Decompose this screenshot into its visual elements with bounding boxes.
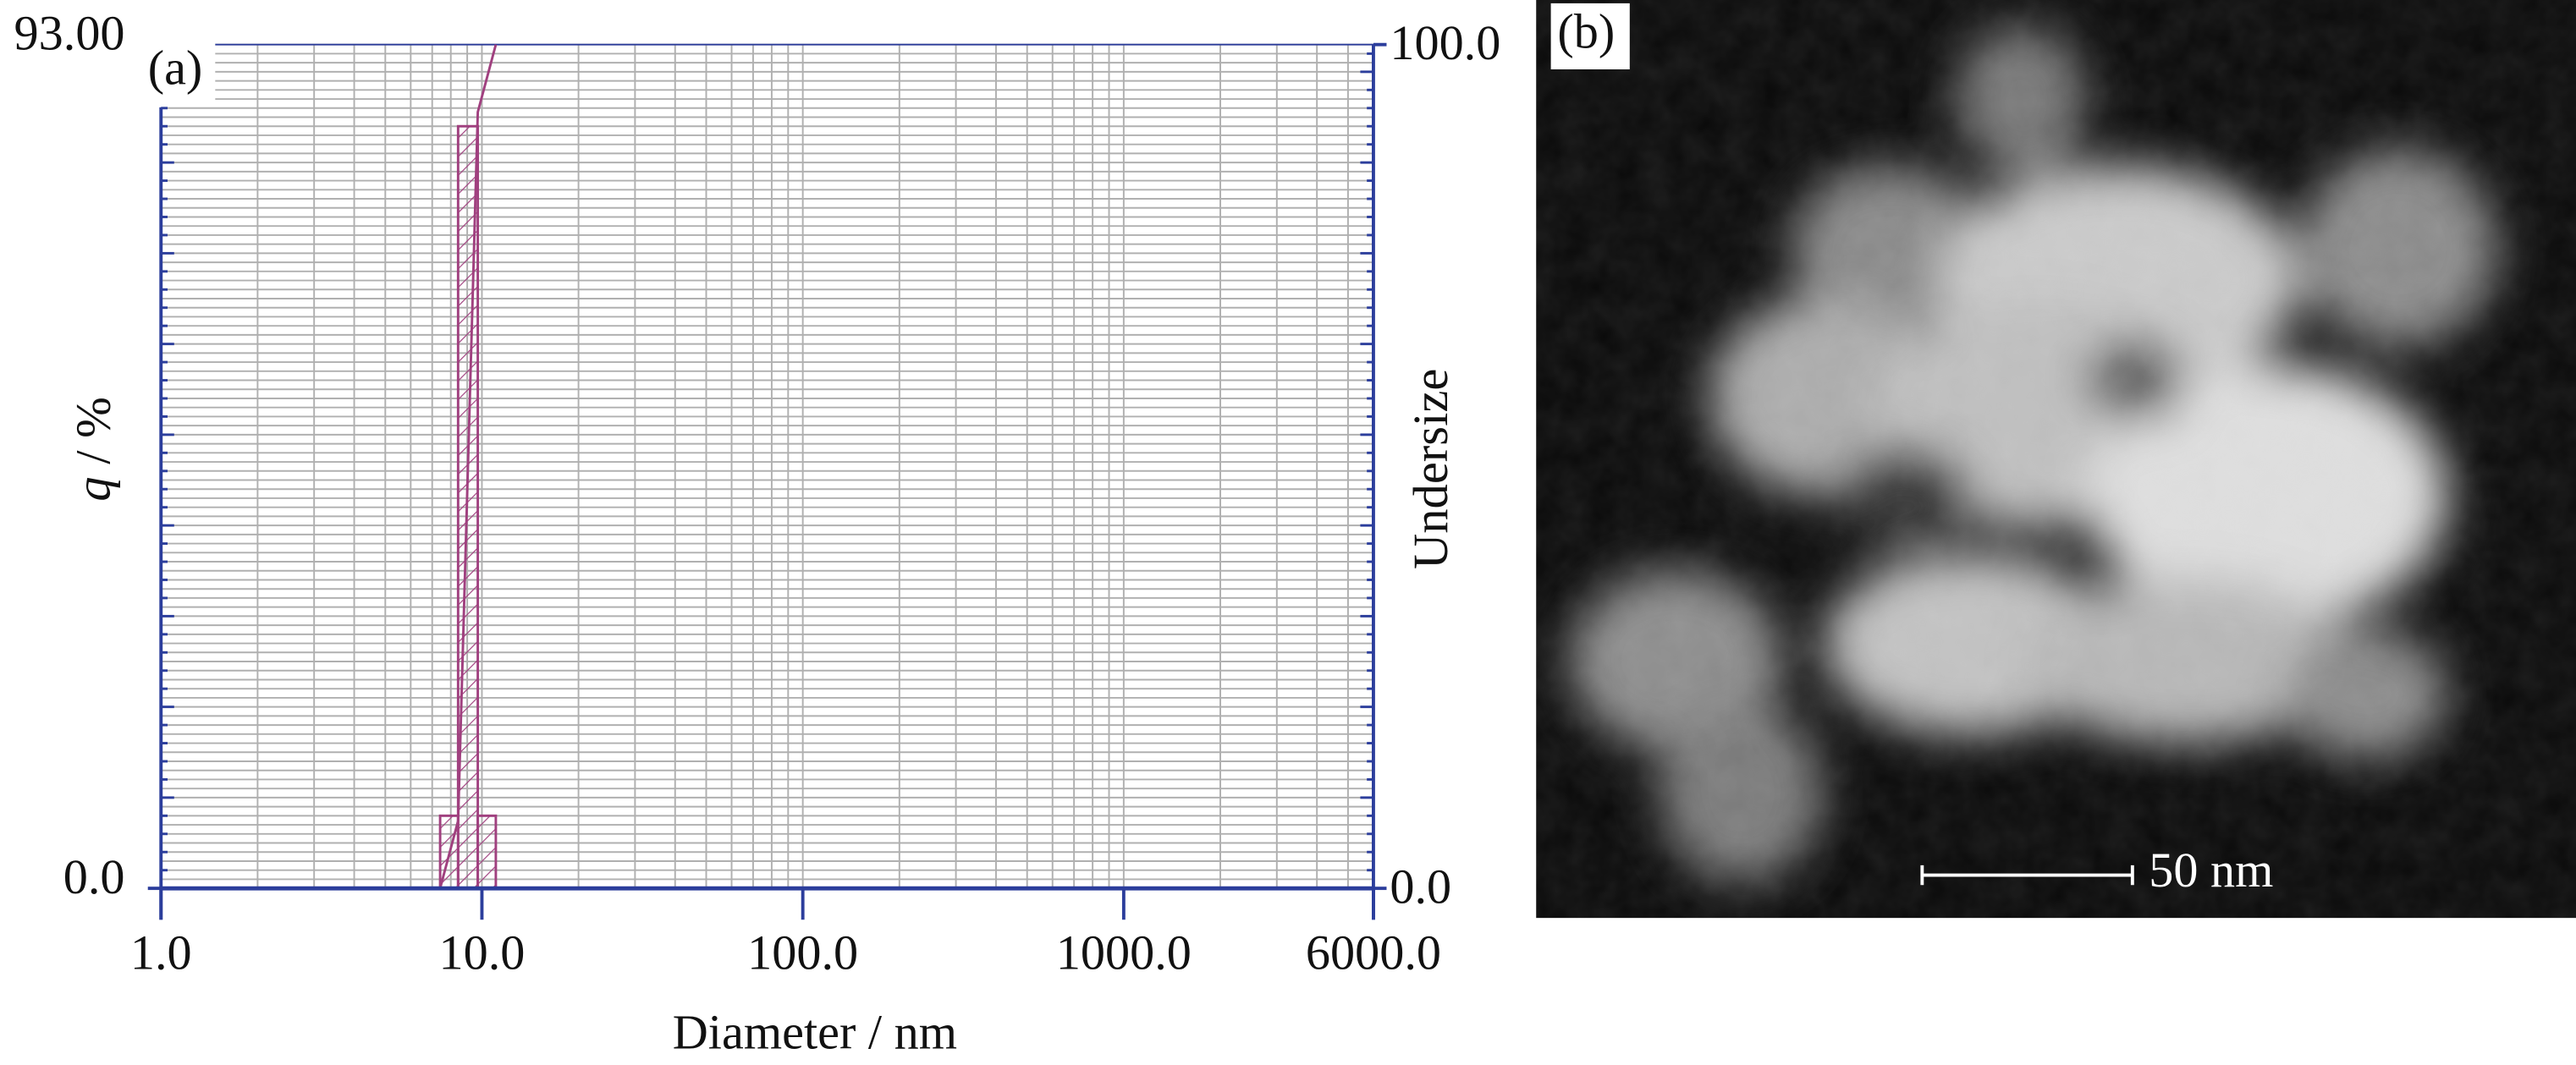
x-tick-label: 1.0 — [130, 925, 192, 980]
plot-area: 1.0 10.0 100.0 1000.0 6000.0 0.0 93.00 0.0 100.0 — [14, 5, 1501, 980]
y2-tick-label: 0.0 — [1390, 859, 1451, 914]
panel-label: (b) — [1557, 3, 1615, 58]
image-noise — [1536, 0, 2576, 919]
tem-image: (b) 50 nm — [1536, 0, 2576, 919]
scale-bar-label: 50 nm — [2149, 843, 2273, 898]
cumulative-line — [438, 44, 498, 889]
y2-axis-label: Undersize — [1403, 369, 1458, 569]
y-axis-label-symbol: q — [66, 476, 121, 501]
x-tick-label: 1000.0 — [1056, 925, 1192, 980]
bar — [476, 814, 498, 890]
x-axis-label: Diameter / nm — [673, 1004, 957, 1059]
x-tick-label: 10.0 — [439, 925, 526, 980]
panel-label: (a) — [148, 40, 203, 95]
panel-label-box — [1550, 3, 1630, 69]
y-axis-label: q / % — [66, 397, 121, 502]
panel-label-box — [144, 39, 216, 102]
y-axis-label-unit: / % — [66, 397, 121, 476]
x-tick-label: 100.0 — [747, 925, 858, 980]
y-tick-label: 93.00 — [14, 5, 125, 60]
x-tick-label: 6000.0 — [1306, 925, 1441, 980]
y-tick-label: 0.0 — [63, 849, 125, 904]
y2-tick-label: 100.0 — [1390, 15, 1500, 70]
